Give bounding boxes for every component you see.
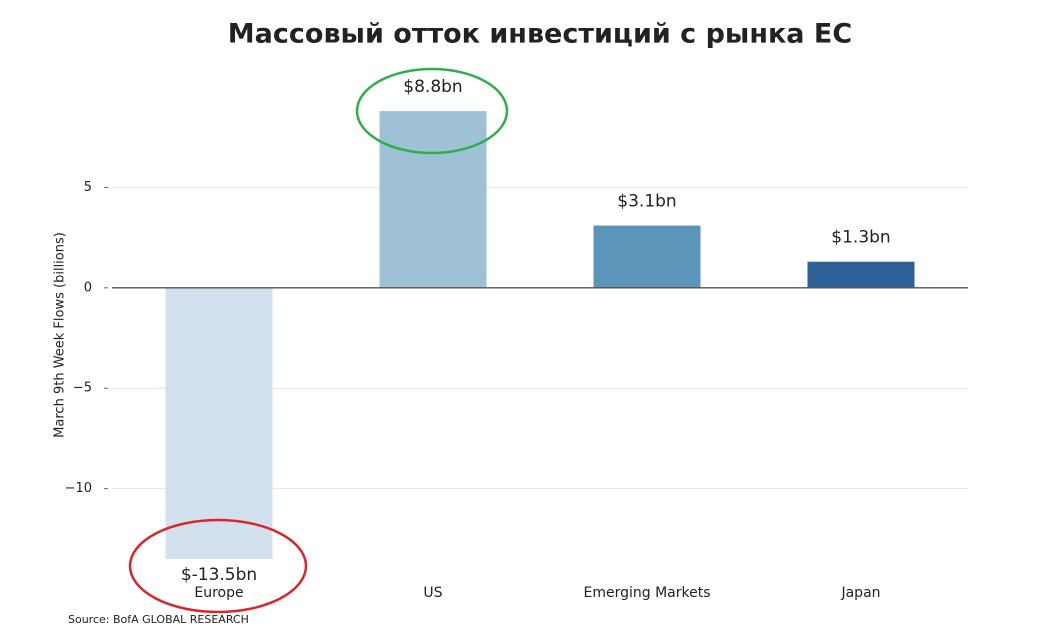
- bar: [379, 111, 487, 288]
- source: Source: BofA GLOBAL RESEARCH: [68, 613, 249, 626]
- highlight-ellipse: [355, 67, 509, 155]
- y-tick-label: 0: [84, 280, 92, 295]
- x-tick-label: Europe: [194, 585, 243, 601]
- value-label: $3.1bn: [617, 192, 676, 212]
- x-tick-label: Emerging Markets: [583, 585, 710, 601]
- value-label: $1.3bn: [831, 228, 890, 248]
- y-tick-label: 5: [84, 180, 92, 195]
- x-tick-label: US: [423, 585, 442, 601]
- bar: [593, 225, 701, 288]
- y-tick-label: −5: [73, 381, 92, 396]
- bar: [807, 261, 915, 288]
- chart-title: Массовый отток инвестиций с рынка ЕС: [228, 19, 852, 50]
- value-label: $-13.5bn: [181, 565, 257, 585]
- y-tick-label: −10: [65, 481, 92, 496]
- y-axis-label: March 9th Week Flows (billions): [53, 232, 68, 438]
- x-tick-label: Japan: [840, 585, 880, 601]
- bar: [165, 287, 273, 559]
- value-label: $8.8bn: [403, 77, 462, 97]
- highlight-ellipse: [128, 518, 308, 614]
- plot: −10 −5 0 5 Europe$-13.5bn US $8.8bn Emerging Ma…: [65, 77, 968, 601]
